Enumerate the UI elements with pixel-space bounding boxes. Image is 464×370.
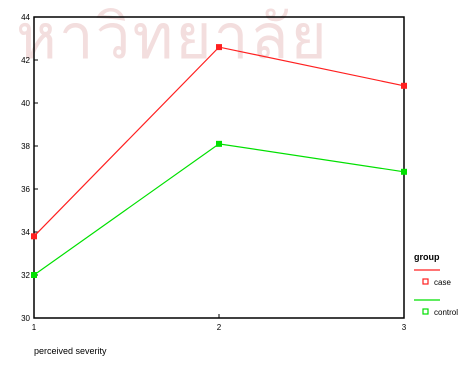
x-tick-label: 2 — [217, 323, 222, 332]
x-axis: 1 2 3 — [32, 314, 407, 332]
x-tick-label: 1 — [32, 323, 37, 332]
y-tick-label: 38 — [21, 142, 30, 151]
y-tick-label: 36 — [21, 185, 30, 194]
series-layer — [31, 44, 407, 278]
legend-marker-control — [422, 308, 429, 315]
y-tick-label: 30 — [21, 314, 30, 323]
data-point-case — [31, 233, 37, 240]
data-point-control — [401, 168, 407, 175]
x-tick-label: 3 — [402, 323, 407, 332]
data-point-case — [401, 82, 407, 89]
y-tick-label: 32 — [21, 271, 30, 280]
data-point-control — [31, 272, 37, 278]
y-tick-label: 42 — [21, 56, 30, 65]
x-axis-title: perceived severity — [34, 346, 107, 356]
y-tick-label: 44 — [21, 13, 30, 22]
data-point-case — [216, 44, 222, 51]
legend-label-control: control — [434, 308, 458, 317]
y-tick-label: 34 — [21, 228, 30, 237]
data-point-control — [216, 140, 222, 147]
legend: group case control — [414, 252, 458, 317]
y-tick-label: 40 — [21, 99, 30, 108]
series-line-control — [33, 143, 405, 276]
legend-marker-case — [422, 278, 429, 285]
legend-title: group — [414, 252, 440, 262]
watermark-text: หาวิทยาลัย — [16, 0, 329, 73]
y-axis: 30 32 34 36 38 40 42 44 — [21, 13, 38, 323]
legend-label-case: case — [434, 278, 451, 287]
